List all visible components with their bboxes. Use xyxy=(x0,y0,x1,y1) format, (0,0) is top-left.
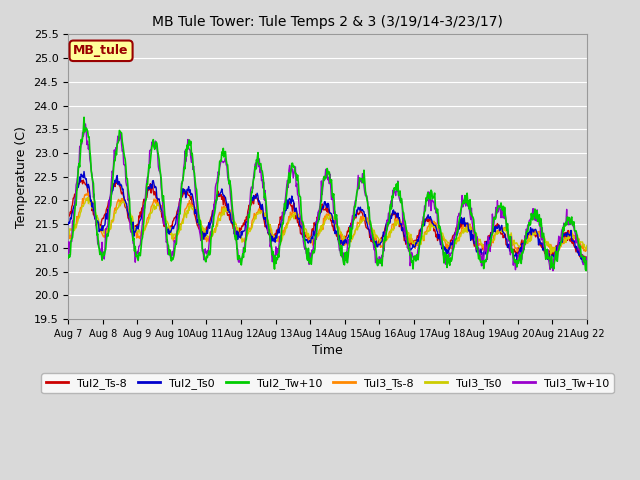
Y-axis label: Temperature (C): Temperature (C) xyxy=(15,126,28,228)
Legend: Tul2_Ts-8, Tul2_Ts0, Tul2_Tw+10, Tul3_Ts-8, Tul3_Ts0, Tul3_Tw+10: Tul2_Ts-8, Tul2_Ts0, Tul2_Tw+10, Tul3_Ts… xyxy=(42,373,614,393)
Title: MB Tule Tower: Tule Temps 2 & 3 (3/19/14-3/23/17): MB Tule Tower: Tule Temps 2 & 3 (3/19/14… xyxy=(152,15,503,29)
X-axis label: Time: Time xyxy=(312,344,343,357)
Text: MB_tule: MB_tule xyxy=(74,44,129,57)
